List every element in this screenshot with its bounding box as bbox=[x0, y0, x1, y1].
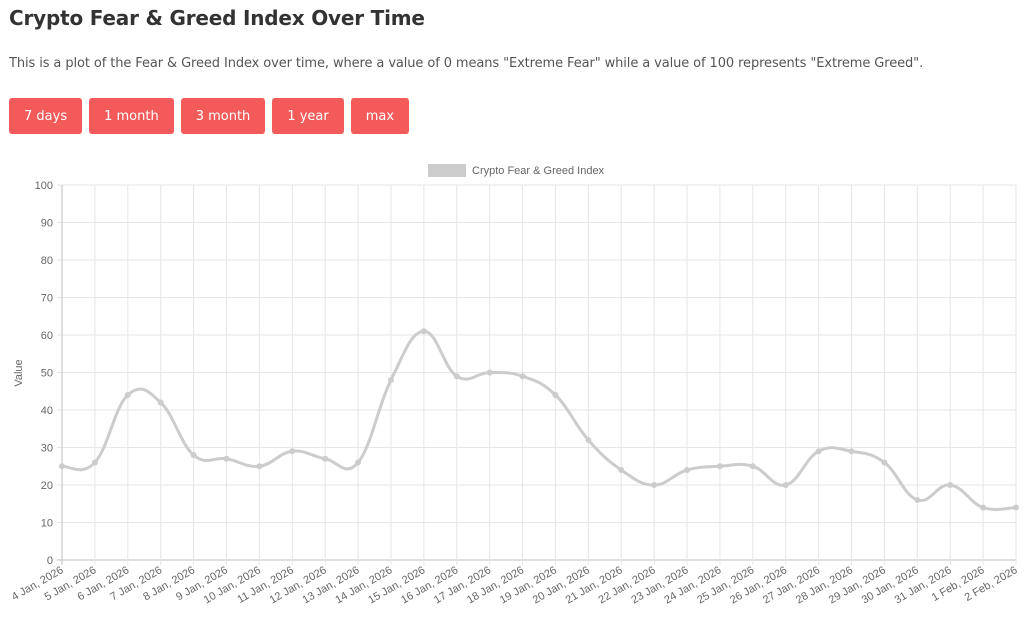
data-point[interactable] bbox=[519, 373, 526, 380]
data-point[interactable] bbox=[552, 392, 559, 398]
data-line bbox=[61, 329, 1017, 511]
data-point[interactable] bbox=[848, 448, 855, 455]
data-point[interactable] bbox=[124, 392, 131, 398]
chart-legend[interactable]: Crypto Fear & Greed Index bbox=[428, 164, 605, 177]
data-point[interactable] bbox=[59, 463, 65, 470]
data-point[interactable] bbox=[782, 482, 789, 488]
range-button-3-month[interactable]: 3 month bbox=[180, 98, 266, 134]
y-axis: 0 10 20 30 40 50 60 70 80 90 100 bbox=[35, 180, 53, 567]
data-point[interactable] bbox=[387, 377, 394, 383]
range-button-group: 7 days 1 month 3 month 1 year max bbox=[9, 98, 410, 134]
y-tick-label: 30 bbox=[41, 443, 53, 455]
data-point[interactable] bbox=[716, 463, 723, 470]
y-tick-label: 70 bbox=[41, 293, 53, 305]
fear-greed-chart: 0 10 20 30 40 50 60 70 80 90 100 4 Jan, 2026 5 Jan,… bbox=[0, 150, 1024, 621]
y-tick-label: 80 bbox=[41, 255, 53, 267]
data-point[interactable] bbox=[585, 437, 592, 443]
range-button-1-month[interactable]: 1 month bbox=[89, 98, 174, 134]
data-point[interactable] bbox=[322, 455, 329, 462]
data-point[interactable] bbox=[289, 448, 296, 455]
range-button-7-days[interactable]: 7 days bbox=[9, 98, 83, 134]
page-description: This is a plot of the Fear & Greed Index… bbox=[9, 56, 924, 71]
data-point[interactable] bbox=[486, 369, 493, 376]
data-point[interactable] bbox=[618, 467, 625, 473]
y-tick-label: 50 bbox=[41, 368, 53, 380]
data-point[interactable] bbox=[651, 482, 658, 488]
data-point[interactable] bbox=[91, 459, 98, 466]
y-axis-label: Value bbox=[13, 359, 25, 386]
page-title: Crypto Fear & Greed Index Over Time bbox=[9, 6, 425, 30]
data-point[interactable] bbox=[947, 482, 954, 488]
data-point[interactable] bbox=[1013, 504, 1019, 511]
data-point[interactable] bbox=[914, 497, 921, 503]
y-tick-label: 20 bbox=[41, 480, 53, 492]
data-points bbox=[59, 328, 1019, 511]
y-tick-label: 10 bbox=[41, 518, 53, 530]
data-point[interactable] bbox=[190, 452, 197, 458]
data-point[interactable] bbox=[256, 463, 263, 470]
data-point[interactable] bbox=[980, 504, 987, 511]
legend-swatch bbox=[428, 164, 466, 177]
chart-grid bbox=[57, 184, 1017, 565]
data-point[interactable] bbox=[223, 455, 230, 462]
data-point[interactable] bbox=[749, 463, 756, 470]
y-tick-label: 90 bbox=[41, 218, 53, 230]
data-point[interactable] bbox=[157, 399, 164, 406]
data-point[interactable] bbox=[420, 328, 427, 335]
data-point[interactable] bbox=[453, 373, 460, 380]
data-point[interactable] bbox=[684, 467, 691, 473]
legend-label[interactable]: Crypto Fear & Greed Index bbox=[472, 165, 605, 177]
y-tick-label: 40 bbox=[41, 405, 53, 417]
y-tick-label: 100 bbox=[35, 180, 53, 192]
data-point[interactable] bbox=[881, 459, 888, 466]
data-point[interactable] bbox=[355, 459, 362, 466]
range-button-1-year[interactable]: 1 year bbox=[272, 98, 344, 134]
y-tick-label: 60 bbox=[41, 330, 53, 342]
data-point[interactable] bbox=[815, 448, 822, 455]
range-button-max[interactable]: max bbox=[350, 98, 410, 134]
y-tick-label: 0 bbox=[47, 555, 53, 567]
